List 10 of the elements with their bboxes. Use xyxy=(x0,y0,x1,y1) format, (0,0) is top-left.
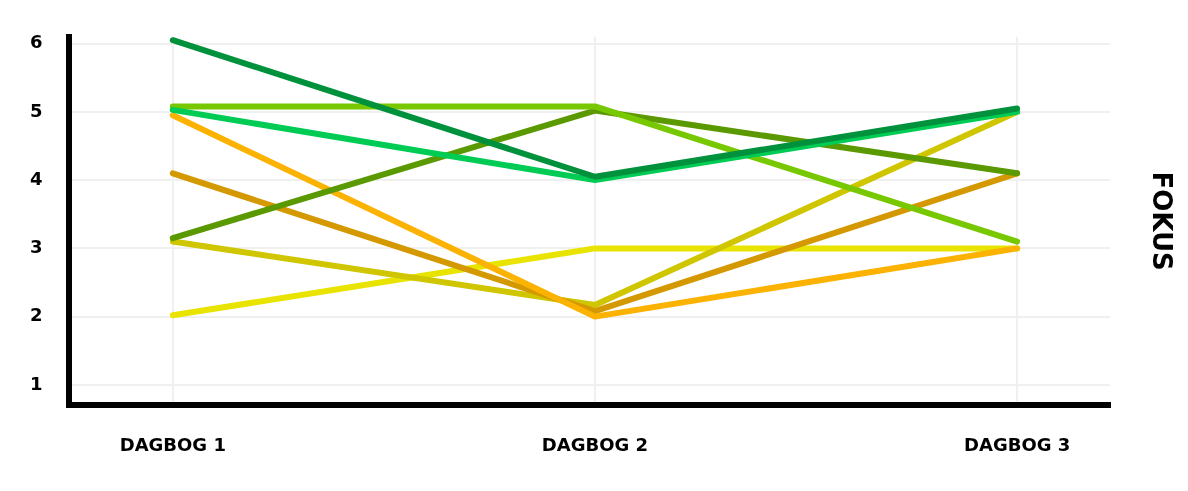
x-tick-label: DAGBOG 2 xyxy=(541,433,649,455)
y-tick-label: 3 xyxy=(29,236,43,258)
y-tick-label: 4 xyxy=(29,167,43,189)
y-tick-label: 1 xyxy=(29,372,43,394)
y-tick-label: 6 xyxy=(29,31,43,53)
y-tick-label: 2 xyxy=(29,304,43,326)
x-tick-label: DAGBOG 1 xyxy=(119,433,226,455)
x-tick-label: DAGBOG 3 xyxy=(964,433,1071,455)
y-tick-label: 5 xyxy=(29,99,43,121)
y-axis-title: FOKUS xyxy=(1147,171,1178,271)
